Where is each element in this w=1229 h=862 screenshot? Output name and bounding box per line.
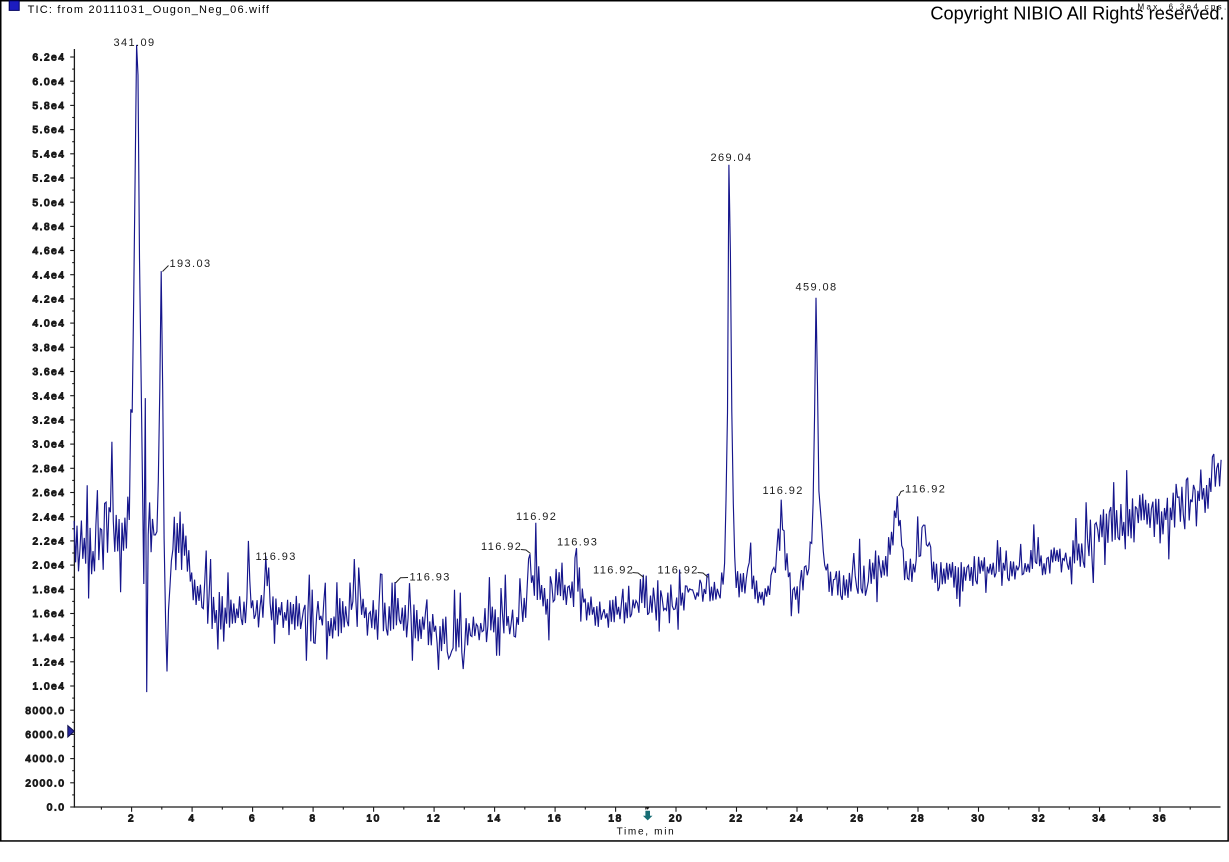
svg-text:116.93: 116.93 (410, 572, 451, 584)
svg-text:TIC: from 20111031_Ougon_Neg_0: TIC: from 20111031_Ougon_Neg_06.wiff (28, 4, 271, 16)
svg-text:Copyright NIBIO All Rights res: Copyright NIBIO All Rights reserved. (930, 3, 1224, 23)
svg-text:2000.0: 2000.0 (25, 778, 65, 789)
svg-text:2: 2 (128, 814, 135, 825)
svg-text:193.03: 193.03 (170, 258, 212, 270)
svg-text:5.6e4: 5.6e4 (32, 125, 65, 136)
svg-text:10: 10 (366, 814, 380, 825)
svg-text:116.92: 116.92 (763, 485, 804, 497)
svg-text:20: 20 (669, 814, 683, 825)
svg-text:36: 36 (1153, 814, 1167, 825)
svg-text:116.92: 116.92 (658, 565, 699, 577)
svg-text:Max. 6.3e4 cps.: Max. 6.3e4 cps. (1138, 3, 1229, 12)
svg-text:116.92: 116.92 (593, 565, 634, 577)
svg-text:18: 18 (608, 814, 622, 825)
svg-text:4.4e4: 4.4e4 (32, 270, 65, 281)
svg-text:2.6e4: 2.6e4 (32, 488, 65, 499)
svg-text:4.6e4: 4.6e4 (32, 246, 65, 257)
svg-text:Time, min: Time, min (617, 827, 676, 838)
svg-text:1.8e4: 1.8e4 (32, 585, 65, 596)
svg-text:2.2e4: 2.2e4 (32, 537, 65, 548)
svg-text:4.0e4: 4.0e4 (32, 319, 65, 330)
svg-text:3.0e4: 3.0e4 (32, 440, 65, 451)
svg-text:1.2e4: 1.2e4 (32, 657, 65, 668)
svg-text:30: 30 (971, 814, 985, 825)
svg-text:1.6e4: 1.6e4 (32, 609, 65, 620)
svg-text:3.4e4: 3.4e4 (32, 391, 65, 402)
svg-text:116.92: 116.92 (481, 541, 522, 553)
svg-text:22: 22 (729, 814, 743, 825)
svg-text:2.8e4: 2.8e4 (32, 464, 65, 475)
svg-text:2.4e4: 2.4e4 (32, 512, 65, 523)
svg-text:8: 8 (310, 814, 317, 825)
svg-text:4.2e4: 4.2e4 (32, 295, 65, 306)
svg-text:3.2e4: 3.2e4 (32, 416, 65, 427)
svg-text:5.0e4: 5.0e4 (32, 198, 65, 209)
svg-text:116.93: 116.93 (256, 551, 297, 563)
svg-text:5.4e4: 5.4e4 (32, 149, 65, 160)
svg-text:116.93: 116.93 (557, 537, 598, 549)
svg-text:28: 28 (911, 814, 925, 825)
svg-text:269.04: 269.04 (711, 152, 753, 164)
svg-text:4000.0: 4000.0 (25, 754, 65, 765)
svg-text:5.2e4: 5.2e4 (32, 174, 65, 185)
svg-text:3.6e4: 3.6e4 (32, 367, 65, 378)
svg-text:341.09: 341.09 (114, 37, 156, 49)
svg-text:26: 26 (850, 814, 864, 825)
svg-text:4.8e4: 4.8e4 (32, 222, 65, 233)
svg-text:5.8e4: 5.8e4 (32, 101, 65, 112)
svg-text:6.2e4: 6.2e4 (32, 53, 65, 64)
svg-text:32: 32 (1032, 814, 1046, 825)
svg-text:459.08: 459.08 (796, 282, 838, 294)
svg-text:116.92: 116.92 (516, 511, 557, 523)
svg-text:14: 14 (487, 814, 501, 825)
svg-text:24: 24 (790, 814, 804, 825)
svg-text:34: 34 (1092, 814, 1106, 825)
svg-text:6000.0: 6000.0 (25, 730, 65, 741)
svg-text:16: 16 (548, 814, 562, 825)
svg-text:1.4e4: 1.4e4 (32, 633, 65, 644)
svg-text:0.0: 0.0 (47, 803, 66, 814)
svg-text:12: 12 (427, 814, 441, 825)
svg-text:4: 4 (189, 814, 196, 825)
svg-text:116.92: 116.92 (905, 484, 946, 496)
svg-text:2.0e4: 2.0e4 (32, 561, 65, 572)
svg-text:1.0e4: 1.0e4 (32, 682, 65, 693)
svg-text:8000.0: 8000.0 (25, 706, 65, 717)
svg-text:3.8e4: 3.8e4 (32, 343, 65, 354)
svg-text:6.0e4: 6.0e4 (32, 77, 65, 88)
svg-text:6: 6 (249, 814, 256, 825)
